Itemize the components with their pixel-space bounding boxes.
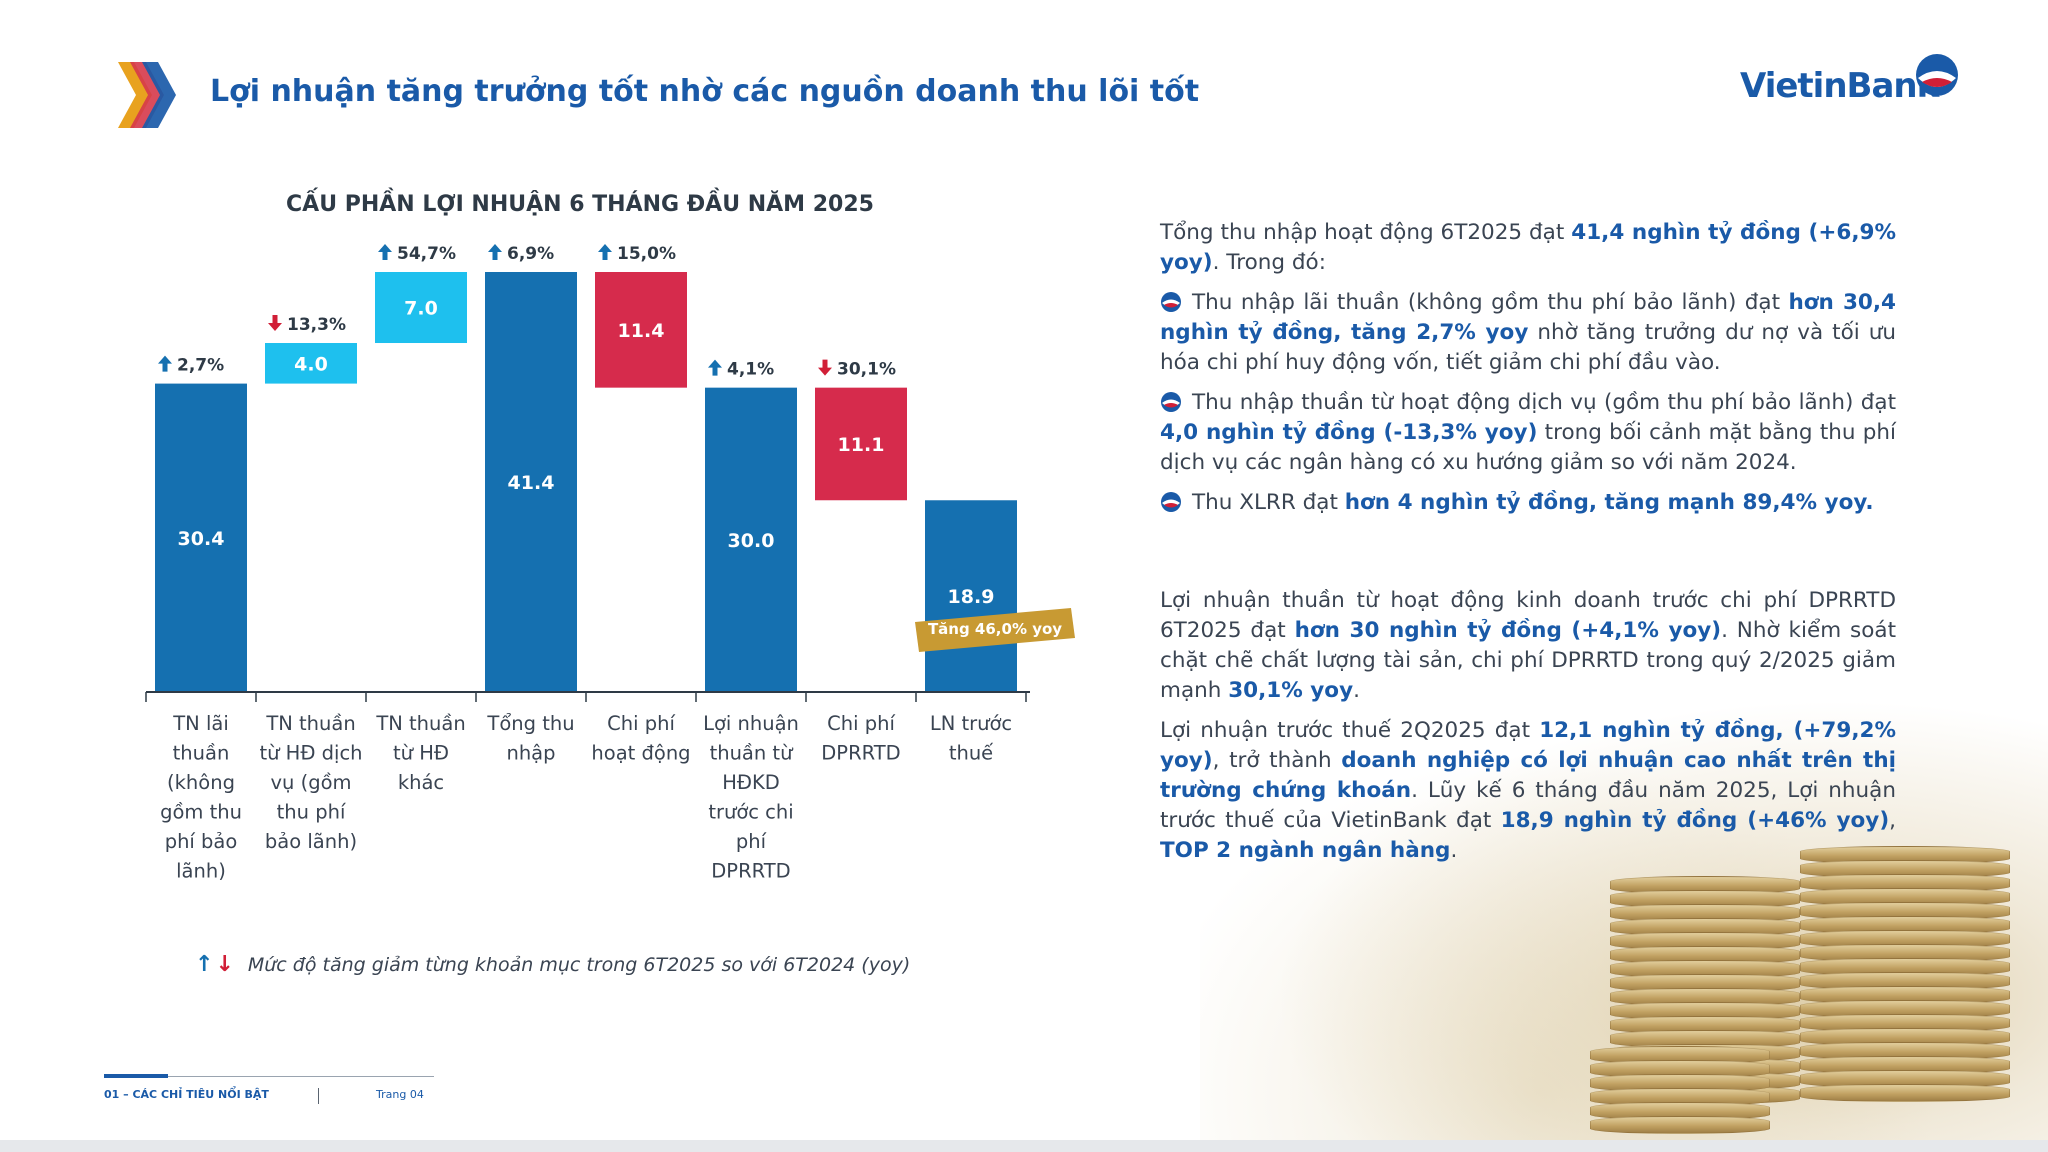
arrow-down-icon: ↓ [215, 952, 234, 977]
body-text: nhờ tăng trưởng dư nợ và tối ưu hóa chi … [1160, 320, 1896, 375]
chart-bar [815, 387, 907, 501]
highlight-text: 4,0 nghìn tỷ đồng (-13,3% yoy) [1160, 420, 1538, 445]
paragraph-total-income: Tổng thu nhập hoạt động 6T2025 đạt 41,4 … [1160, 218, 1896, 278]
change-label: 54,7% [397, 244, 456, 264]
highlight-text: hơn 4 nghìn tỷ đồng, tăng mạnh 89,4% yoy… [1344, 490, 1874, 515]
highlight-text: TOP 2 ngành ngân hàng [1160, 838, 1451, 863]
coin-stack-image [1590, 1046, 1770, 1134]
body-text: Thu nhập lãi thuần (không gồm thu phí bả… [1192, 290, 1789, 315]
body-text: . Lũy kế 6 tháng đầu năm 2025, Lợi nhuận… [1160, 778, 1896, 833]
chart-bar [265, 343, 357, 384]
page-title: Lợi nhuận tăng trưởng tốt nhờ các nguồn … [210, 74, 1200, 109]
bar-value-label: 30.0 [728, 530, 775, 552]
footer-divider [104, 1076, 434, 1077]
growth-annotation-text: Tăng 46,0% yoy [928, 620, 1062, 638]
category-label: TN thuần từ HĐ dịch vụ (gồm thu phí bảo lãnh… [259, 712, 362, 853]
bullet-bad-debt-recovery: Thu XLRR đạt hơn 4 nghìn tỷ đồng, tăng m… [1160, 488, 1896, 518]
legend-arrows: ↑ ↓ [195, 952, 234, 977]
arrow-up-icon [378, 244, 392, 260]
chart-title: CẤU PHẦN LỢI NHUẬN 6 THÁNG ĐẦU NĂM 2025 [286, 192, 874, 217]
change-label: 2,7% [177, 356, 224, 376]
bar-value-label: 11.1 [838, 434, 885, 456]
footer-separator [318, 1088, 319, 1104]
bullet-service-income-text: Thu nhập thuần từ hoạt động dịch vụ (gồm… [1160, 390, 1896, 475]
bar-value-label: 30.4 [178, 528, 225, 550]
bullet-bad-debt-recovery-text: Thu XLRR đạt hơn 4 nghìn tỷ đồng, tăng m… [1192, 490, 1874, 515]
body-text: , trở thành [1212, 748, 1342, 773]
change-label: 6,9% [507, 244, 554, 264]
bar-value-label: 7.0 [404, 298, 438, 320]
bar-value-label: 11.4 [618, 320, 665, 342]
highlight-text: 12,1 nghìn tỷ đồng, (+79,2% yoy) [1160, 718, 1896, 773]
coin-stack-image [1610, 876, 1800, 1104]
body-text: . [1450, 838, 1458, 863]
category-label: TN lãi thuần (không gồm thu phí bảo lãnh) [160, 712, 242, 883]
body-text: . Trong đó: [1212, 250, 1326, 275]
highlight-text: hơn 30,4 nghìn tỷ đồng, tăng 2,7% yoy [1160, 290, 1896, 345]
footer-divider-accent [104, 1074, 168, 1078]
category-label: Chi phí DPRRTD [821, 712, 900, 765]
chart-bar [925, 500, 1017, 692]
highlight-text: hơn 30 nghìn tỷ đồng (+4,1% yoy) [1294, 618, 1722, 643]
growth-annotation-badge [915, 608, 1075, 652]
arrow-up-icon [488, 244, 502, 260]
arrow-up-icon [708, 359, 722, 376]
arrow-up-icon [158, 355, 172, 372]
arrow-up-icon: ↑ [195, 952, 214, 977]
category-label: Tổng thu nhập [486, 712, 574, 765]
category-label: TN thuần từ HĐ khác [375, 712, 465, 794]
body-text: Lợi nhuận trước thuế 2Q2025 đạt [1160, 718, 1540, 743]
bullet-logo-icon [1161, 392, 1181, 412]
highlight-text: 30,1% yoy [1228, 678, 1354, 703]
commentary-panel: Tổng thu nhập hoạt động 6T2025 đạt 41,4 … [1160, 218, 1896, 876]
change-label: 13,3% [287, 315, 346, 335]
coin-stack-image [1800, 846, 2010, 1102]
footer-section-label: 01 – CÁC CHỈ TIÊU NỔI BẬT [104, 1088, 269, 1101]
chart-bar [485, 272, 577, 692]
legend-text: Mức độ tăng giảm từng khoản mục trong 6T… [247, 953, 911, 976]
body-text: trong bối cảnh mặt bằng thu phí dịch vụ … [1160, 420, 1896, 475]
bullet-net-interest-text: Thu nhập lãi thuần (không gồm thu phí bả… [1160, 290, 1896, 375]
bullet-net-interest: Thu nhập lãi thuần (không gồm thu phí bả… [1160, 288, 1896, 378]
waterfall-chart: 30.4 2,7% TN lãi thuần (không gồm thu phí bảo l… [145, 244, 1075, 883]
bullet-logo-icon [1161, 292, 1181, 312]
highlight-text: 18,9 nghìn tỷ đồng (+46% yoy) [1500, 808, 1890, 833]
bar-value-label: 4.0 [294, 353, 328, 375]
brand-logo-text: VietinBank [1740, 66, 1939, 106]
paragraph-profit-before-tax: Lợi nhuận trước thuế 2Q2025 đạt 12,1 ngh… [1160, 716, 1896, 866]
body-text: Tổng thu nhập hoạt động 6T2025 đạt [1160, 220, 1572, 245]
arrow-up-icon [598, 244, 612, 260]
body-text: Thu nhập thuần từ hoạt động dịch vụ (gồm… [1192, 390, 1896, 415]
vietinbank-logo-icon [1916, 54, 1958, 96]
bottom-strip [0, 1140, 2048, 1152]
body-text: , [1889, 808, 1896, 833]
footer-page-number: Trang 04 [376, 1088, 424, 1101]
arrow-down-icon [818, 359, 832, 376]
body-text: . Nhờ kiểm soát chặt chẽ chất lượng tài … [1160, 618, 1897, 703]
highlight-text: 41,4 nghìn tỷ đồng (+6,9% yoy) [1160, 220, 1896, 275]
bullet-logo-icon [1161, 492, 1181, 512]
bullet-service-income: Thu nhập thuần từ hoạt động dịch vụ (gồm… [1160, 388, 1896, 478]
chart-bar [155, 383, 247, 692]
body-text: . [1353, 678, 1360, 703]
arrow-down-icon [268, 315, 282, 332]
body-text: Lợi nhuận thuần từ hoạt động kinh doanh … [1160, 588, 1896, 643]
bar-value-label: 18.9 [948, 586, 995, 608]
change-label: 15,0% [617, 244, 676, 264]
category-label: Lợi nhuận thuần từ HĐKD trước chi phí DPRRTD [703, 712, 799, 883]
bar-value-label: 41.4 [508, 472, 555, 494]
change-label: 4,1% [727, 360, 774, 380]
chart-legend: ↑ ↓ Mức độ tăng giảm từng khoản mục tron… [195, 952, 910, 977]
paragraph-operating-profit: Lợi nhuận thuần từ hoạt động kinh doanh … [1160, 586, 1896, 706]
chart-bar [705, 387, 797, 692]
chart-bar [595, 272, 687, 388]
body-text: Thu XLRR đạt [1192, 490, 1345, 515]
category-label: Chi phí hoạt động [591, 712, 690, 765]
change-label: 30,1% [837, 360, 896, 380]
chart-bar [375, 272, 467, 344]
category-label: LN trước thuế [930, 712, 1012, 765]
highlight-text: doanh nghiệp có lợi nhuận cao nhất trên … [1160, 748, 1896, 803]
chevron-logo-icon [118, 62, 176, 128]
